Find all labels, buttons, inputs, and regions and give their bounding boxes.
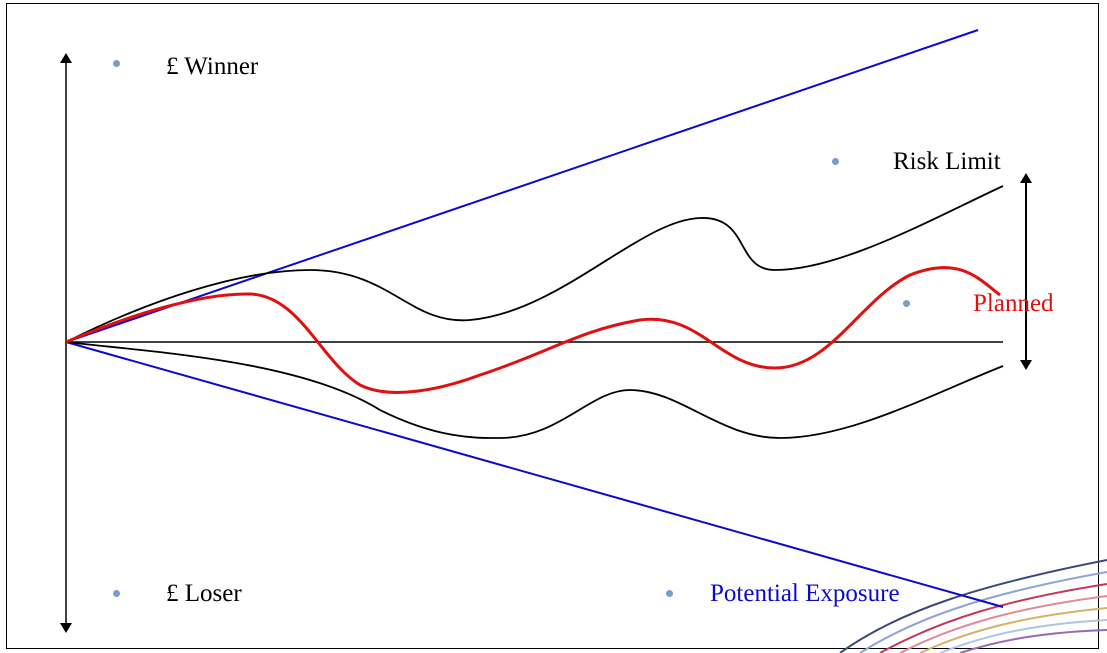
risk-limit-lower-curve [65, 341, 1004, 439]
loser-bullet-icon [113, 590, 120, 597]
potential-exposure-label: Potential Exposure [710, 580, 900, 607]
planned-curve [65, 266, 1001, 394]
decorative-swoosh-icon [839, 559, 1107, 653]
exposure-upper-line [65, 29, 979, 343]
risk-limit-bullet-icon [832, 158, 839, 165]
planned-bullet-icon [903, 300, 910, 307]
exposure-lower-line [65, 341, 1004, 608]
planned-label: Planned [973, 290, 1054, 317]
exposure-bullet-icon [666, 590, 673, 597]
diagram-frame [6, 3, 1099, 649]
winner-label: £ Winner [166, 53, 259, 80]
risk-limit-label: Risk Limit [893, 148, 1001, 175]
loser-label: £ Loser [166, 580, 242, 607]
winner-bullet-icon [113, 60, 120, 67]
risk-limit-upper-curve [65, 185, 1004, 343]
